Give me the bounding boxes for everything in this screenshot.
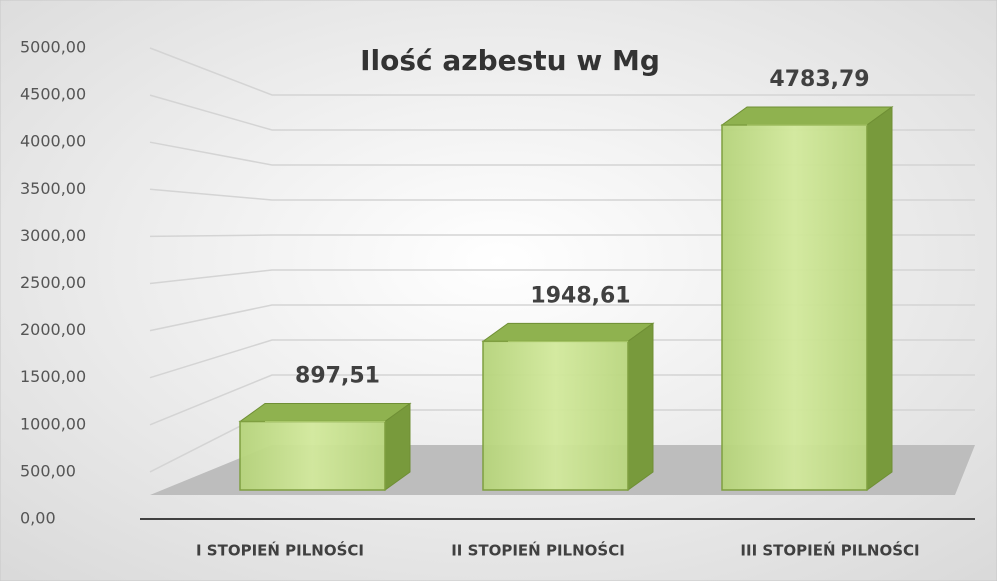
chart-title: Ilość azbestu w Mg (360, 44, 660, 77)
bar (482, 340, 629, 491)
y-tick-label: 0,00 (20, 509, 56, 528)
value-label: 4783,79 (769, 67, 869, 92)
value-label: 897,51 (295, 364, 380, 389)
y-tick-label: 2000,00 (20, 320, 86, 339)
x-tick-label: II STOPIEŃ PILNOŚCI (451, 541, 625, 560)
y-tick-label: 2500,00 (20, 273, 86, 292)
x-tick-label: I STOPIEŃ PILNOŚCI (196, 541, 364, 560)
bar (239, 420, 386, 491)
bar-side (627, 322, 654, 491)
y-tick-label: 1500,00 (20, 367, 86, 386)
y-tick-label: 3500,00 (20, 179, 86, 198)
grid-line (149, 47, 975, 96)
value-label: 1948,61 (530, 283, 630, 308)
y-tick-label: 1000,00 (20, 414, 86, 433)
bar-top (238, 403, 412, 423)
bar (721, 124, 868, 491)
x-tick-label: III STOPIEŃ PILNOŚCI (740, 541, 919, 560)
bar-top (481, 322, 655, 342)
y-tick-label: 5000,00 (20, 38, 86, 57)
bar-top (720, 106, 894, 126)
y-tick-label: 500,00 (20, 461, 76, 480)
y-tick-label: 3000,00 (20, 226, 86, 245)
y-tick-label: 4000,00 (20, 132, 86, 151)
bar-side (866, 106, 893, 491)
y-tick-label: 4500,00 (20, 85, 86, 104)
